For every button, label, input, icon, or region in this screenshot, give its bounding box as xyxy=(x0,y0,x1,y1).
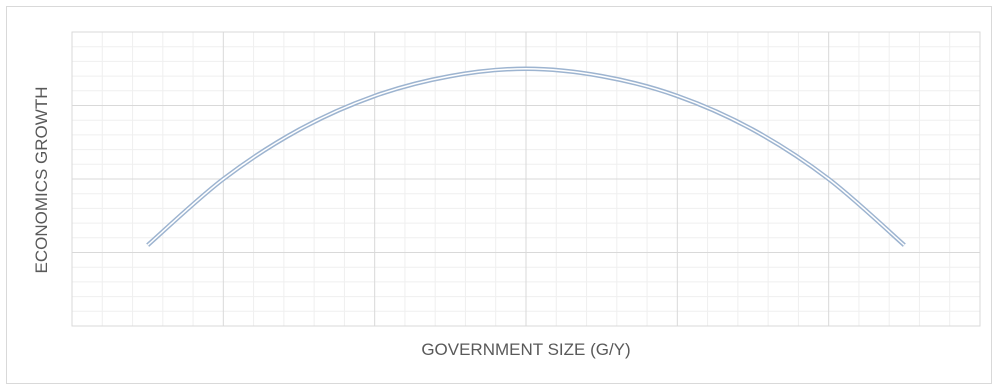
plot-area-border xyxy=(71,31,981,327)
series-line-inner-0 xyxy=(147,67,905,246)
x-axis-title: GOVERNMENT SIZE (G/Y) xyxy=(421,340,630,359)
series-layer xyxy=(146,66,906,247)
y-axis-title: ECONOMICS GROWTH xyxy=(32,87,51,274)
